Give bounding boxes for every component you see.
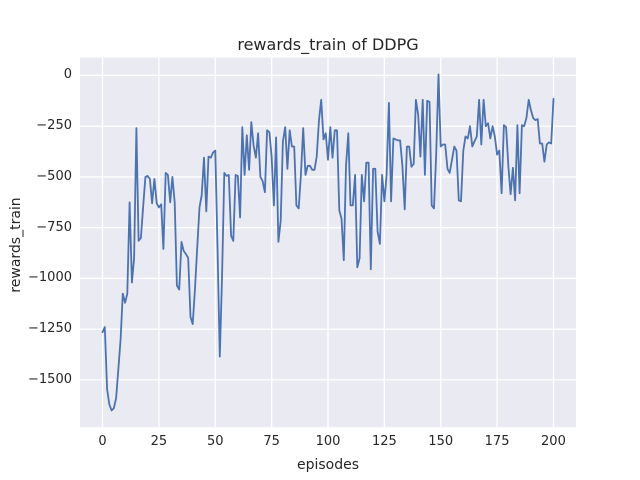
x-tick-label: 75 <box>263 434 280 449</box>
y-tick-label: −500 <box>36 168 72 184</box>
x-tick-label: 150 <box>428 434 454 449</box>
chart-title: rewards_train of DDPG <box>237 35 419 54</box>
x-tick-label: 0 <box>98 434 107 449</box>
x-tick-label: 25 <box>150 434 168 449</box>
x-axis-label: episodes <box>296 457 360 473</box>
y-axis-label: rewards_train <box>8 197 24 293</box>
x-tick-label: 100 <box>315 434 341 449</box>
y-tick-label: −750 <box>36 219 72 235</box>
x-tick-label: 125 <box>371 434 397 449</box>
y-tick-label: −1250 <box>28 321 72 337</box>
reward-line <box>101 73 555 412</box>
x-tick-label: 175 <box>484 434 510 449</box>
y-tick-label: −1500 <box>28 371 72 387</box>
y-tick-label: −1000 <box>28 270 72 286</box>
x-tick-label: 200 <box>541 434 566 449</box>
y-tick-label: 0 <box>63 67 72 83</box>
y-tick-label: −250 <box>36 118 72 134</box>
x-tick-label: 50 <box>206 434 224 449</box>
